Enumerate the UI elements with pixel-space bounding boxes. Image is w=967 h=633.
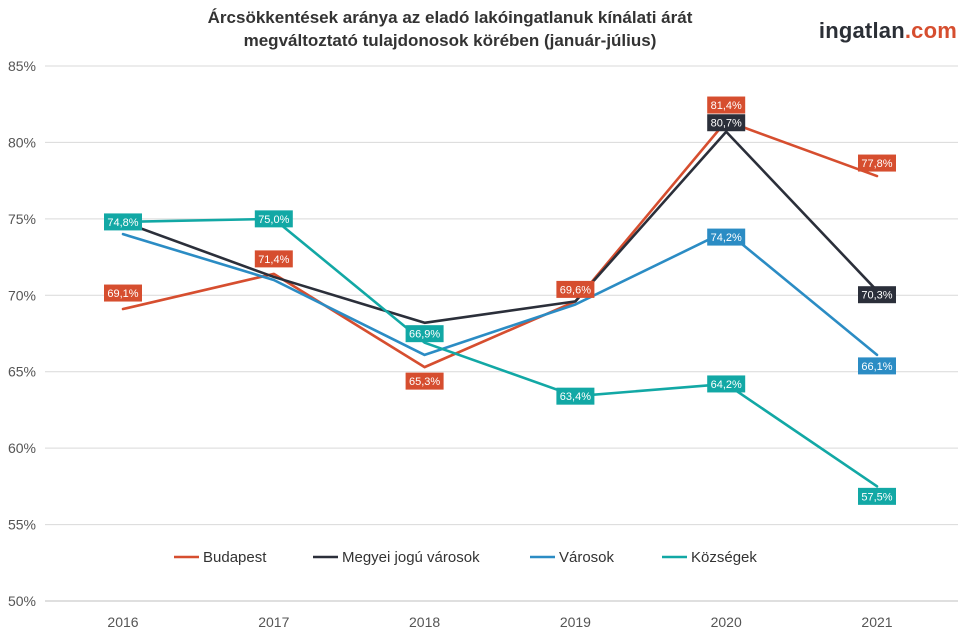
y-tick-label: 85% bbox=[8, 58, 36, 74]
data-label: 70,3% bbox=[858, 286, 896, 304]
chart-title: Árcsökkentések aránya az eladó lakóingat… bbox=[0, 6, 900, 52]
data-label-box bbox=[858, 487, 896, 505]
legend-label: Községek bbox=[691, 549, 757, 566]
legend-item: Városok bbox=[530, 549, 615, 566]
data-label-box bbox=[556, 387, 595, 405]
data-label-text: 64,2% bbox=[711, 379, 742, 391]
x-tick-label: 2019 bbox=[560, 614, 591, 630]
data-label-text: 66,9% bbox=[409, 329, 440, 341]
series-line-2 bbox=[121, 130, 879, 325]
x-tick-label: 2017 bbox=[258, 614, 289, 630]
series-lines bbox=[121, 119, 879, 488]
data-label-text: 63,4% bbox=[560, 391, 591, 403]
data-label-box bbox=[104, 284, 142, 302]
data-label-box bbox=[254, 210, 293, 228]
data-labels: 69,1% 71,4% 65,3% 69,6% 81,4% 77,8% 80,7% 70,3%… bbox=[104, 96, 896, 505]
x-tick-label: 2021 bbox=[861, 614, 892, 630]
legend-item: Budapest bbox=[174, 549, 267, 566]
data-label: 77,8% bbox=[858, 154, 896, 172]
data-label: 74,2% bbox=[707, 228, 746, 246]
y-tick-label: 75% bbox=[8, 211, 36, 227]
logo-text: ingatlan bbox=[818, 18, 905, 43]
legend-label: Városok bbox=[559, 549, 615, 566]
data-label-text: 75,0% bbox=[258, 214, 289, 226]
data-label-text: 66,1% bbox=[861, 361, 892, 373]
data-label-text: 80,7% bbox=[711, 118, 742, 130]
data-label-text: 71,4% bbox=[258, 254, 289, 266]
y-axis-ticks: 50% 55% 60% 65% 70% 75% 80% 85% bbox=[8, 58, 36, 609]
logo-domain: .com bbox=[904, 18, 957, 43]
y-tick-label: 80% bbox=[8, 134, 36, 150]
y-tick-label: 70% bbox=[8, 287, 36, 303]
data-label-box bbox=[104, 213, 142, 231]
data-label-box bbox=[556, 280, 595, 298]
legend-label: Budapest bbox=[203, 549, 267, 566]
data-label: 57,5% bbox=[858, 487, 896, 505]
data-label-box bbox=[405, 325, 444, 343]
data-label: 63,4% bbox=[556, 387, 595, 405]
series-line-4 bbox=[121, 217, 879, 488]
brand-logo: ingatlan.com bbox=[819, 18, 957, 44]
data-label: 81,4% bbox=[707, 96, 746, 114]
legend-item: Megyei jogú városok bbox=[313, 549, 480, 566]
series-line-1 bbox=[121, 119, 879, 369]
data-label: 66,9% bbox=[405, 325, 444, 343]
y-tick-label: 65% bbox=[8, 364, 36, 380]
data-label: 69,1% bbox=[104, 284, 142, 302]
data-label-box bbox=[858, 286, 896, 304]
title-line-2: megváltoztató tulajdonosok körében (janu… bbox=[243, 31, 657, 50]
x-tick-label: 2018 bbox=[409, 614, 440, 630]
data-label-text: 74,2% bbox=[711, 232, 742, 244]
x-tick-label: 2020 bbox=[711, 614, 742, 630]
legend-item: Községek bbox=[662, 549, 757, 566]
data-label-box bbox=[858, 357, 896, 375]
data-label-text: 70,3% bbox=[861, 290, 892, 302]
data-label: 75,0% bbox=[254, 210, 293, 228]
legend-label: Megyei jogú városok bbox=[342, 549, 480, 566]
data-label-text: 77,8% bbox=[861, 158, 892, 170]
x-tick-label: 2016 bbox=[107, 614, 138, 630]
data-label-text: 69,1% bbox=[107, 288, 138, 300]
data-label-text: 57,5% bbox=[861, 491, 892, 503]
gridlines bbox=[45, 65, 958, 602]
series-line-3 bbox=[121, 229, 879, 357]
y-tick-label: 50% bbox=[8, 593, 36, 609]
data-label-text: 81,4% bbox=[711, 100, 742, 112]
data-label-box bbox=[707, 375, 746, 393]
title-line-1: Árcsökkentések aránya az eladó lakóingat… bbox=[207, 8, 693, 27]
y-tick-label: 55% bbox=[8, 517, 36, 533]
data-label: 65,3% bbox=[405, 372, 444, 390]
data-label-box bbox=[707, 96, 746, 114]
y-tick-label: 60% bbox=[8, 440, 36, 456]
data-label-box bbox=[405, 372, 444, 390]
data-label-box bbox=[707, 114, 746, 132]
data-label-box bbox=[858, 154, 896, 172]
legend: Budapest Megyei jogú városok Városok Község… bbox=[174, 549, 757, 566]
data-label: 69,6% bbox=[556, 280, 595, 298]
data-label-box bbox=[254, 250, 293, 268]
data-label: 74,8% bbox=[104, 213, 142, 231]
data-label: 71,4% bbox=[254, 250, 293, 268]
data-label: 80,7% bbox=[707, 114, 746, 132]
data-label: 66,1% bbox=[858, 357, 896, 375]
data-label: 64,2% bbox=[707, 375, 746, 393]
x-axis-ticks: 2016 2017 2018 2019 2020 2021 bbox=[107, 614, 892, 630]
data-label-text: 65,3% bbox=[409, 376, 440, 388]
data-label-text: 74,8% bbox=[107, 217, 138, 229]
data-label-text: 69,6% bbox=[560, 284, 591, 296]
data-label-box bbox=[707, 228, 746, 246]
